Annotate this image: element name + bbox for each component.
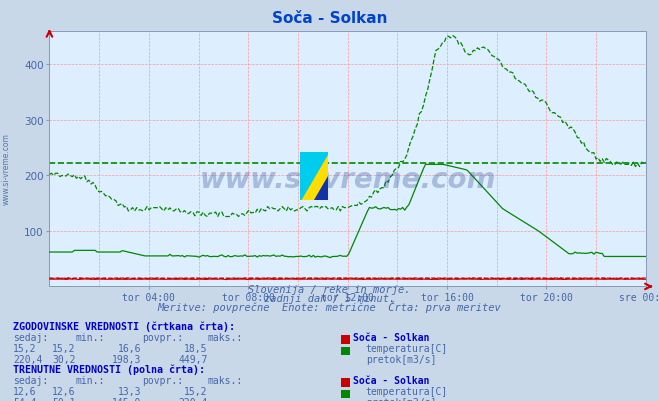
Text: povpr.:: povpr.: [142,332,183,342]
Text: Slovenija / reke in morje.: Slovenija / reke in morje. [248,285,411,295]
Polygon shape [314,176,328,200]
Text: pretok[m3/s]: pretok[m3/s] [366,397,436,401]
Text: maks.:: maks.: [208,332,243,342]
Text: pretok[m3/s]: pretok[m3/s] [366,354,436,364]
Text: 15,2: 15,2 [52,343,76,353]
Text: maks.:: maks.: [208,375,243,385]
Text: 50,1: 50,1 [52,397,76,401]
Text: 54,4: 54,4 [13,397,37,401]
Text: 145,0: 145,0 [112,397,142,401]
Text: temperatura[C]: temperatura[C] [366,343,448,353]
Text: TRENUTNE VREDNOSTI (polna črta):: TRENUTNE VREDNOSTI (polna črta): [13,364,205,374]
Text: 449,7: 449,7 [178,354,208,364]
Text: 30,2: 30,2 [52,354,76,364]
Text: www.si-vreme.com: www.si-vreme.com [200,166,496,194]
Text: 15,2: 15,2 [184,386,208,396]
Text: 16,6: 16,6 [118,343,142,353]
Text: Soča - Solkan: Soča - Solkan [353,375,429,385]
Text: povpr.:: povpr.: [142,375,183,385]
Polygon shape [300,152,328,200]
Text: 18,5: 18,5 [184,343,208,353]
Text: 13,3: 13,3 [118,386,142,396]
Text: sedaj:: sedaj: [13,375,48,385]
Text: Meritve: povprečne  Enote: metrične  Črta: prva meritev: Meritve: povprečne Enote: metrične Črta:… [158,300,501,312]
Text: 220,4: 220,4 [13,354,43,364]
Text: temperatura[C]: temperatura[C] [366,386,448,396]
Text: 12,6: 12,6 [52,386,76,396]
Text: www.si-vreme.com: www.si-vreme.com [2,133,11,204]
Text: min.:: min.: [76,375,105,385]
Text: 220,4: 220,4 [178,397,208,401]
Text: zadnji dan / 5 minut.: zadnji dan / 5 minut. [264,294,395,304]
Text: 12,6: 12,6 [13,386,37,396]
Text: Soča - Solkan: Soča - Solkan [353,332,429,342]
Text: Soča - Solkan: Soča - Solkan [272,11,387,26]
Text: 15,2: 15,2 [13,343,37,353]
Text: 198,3: 198,3 [112,354,142,364]
Text: sedaj:: sedaj: [13,332,48,342]
Text: min.:: min.: [76,332,105,342]
Text: ZGODOVINSKE VREDNOSTI (črtkana črta):: ZGODOVINSKE VREDNOSTI (črtkana črta): [13,321,235,331]
